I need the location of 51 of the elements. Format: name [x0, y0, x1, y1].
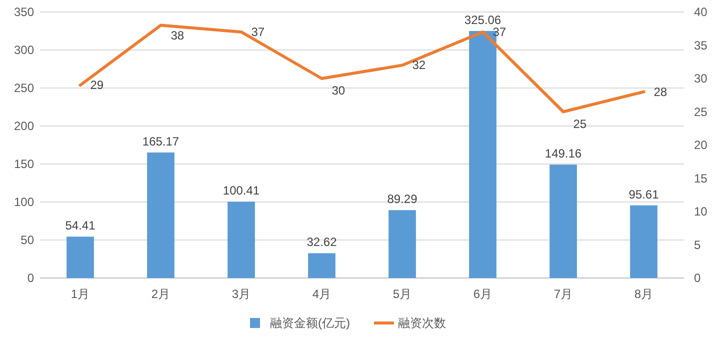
x-tick-label: 1月 [70, 287, 90, 301]
data-label: 165.17 [142, 134, 180, 148]
x-tick-label: 5月 [392, 287, 412, 301]
line-series [78, 24, 646, 114]
bar [66, 236, 94, 278]
data-label: 149.16 [544, 146, 582, 161]
data-label: 37 [492, 24, 506, 39]
legend-label: 融资次数 [398, 316, 446, 330]
y-tick-label: 100 [14, 195, 34, 209]
bar [388, 210, 416, 278]
y-tick-label: 300 [14, 43, 34, 57]
x-tick-label: 2月 [151, 287, 170, 301]
y-tick-label: 0 [27, 271, 34, 285]
data-label: 325.06 [464, 12, 502, 27]
bar [630, 205, 658, 278]
y2-tick-label: 35 [694, 38, 708, 52]
bar [308, 253, 336, 278]
y2-tick-label: 0 [694, 271, 701, 285]
data-label: 28 [654, 84, 668, 99]
data-label: 54.41 [65, 218, 96, 233]
legend-label: 融资金额(亿元) [270, 316, 350, 330]
data-label: 30 [332, 84, 346, 98]
y-tick-label: 200 [14, 119, 34, 133]
x-tick-label: 8月 [634, 287, 654, 301]
y2-tick-label: 30 [694, 72, 708, 86]
x-tick-label: 7月 [554, 287, 573, 301]
y2-tick-label: 25 [694, 104, 708, 119]
data-label: 32 [412, 58, 426, 72]
data-label: 38 [170, 28, 184, 42]
y-tick-label: 50 [20, 233, 34, 247]
data-label: 29 [90, 78, 104, 92]
y2-tick-label: 40 [694, 5, 708, 19]
y-tick-label: 150 [14, 157, 34, 171]
x-tick-label: 4月 [312, 287, 332, 301]
data-label: 89.29 [387, 192, 418, 206]
y2-tick-label: 15 [694, 171, 708, 186]
bar [147, 152, 174, 278]
y2-tick-label: 20 [694, 138, 708, 152]
y2-tick-label: 5 [694, 238, 701, 252]
data-label: 95.61 [628, 187, 660, 202]
data-label: 32.62 [306, 235, 338, 250]
data-label: 25 [573, 116, 587, 131]
y2-tick-label: 10 [694, 204, 708, 218]
y-tick-label: 350 [14, 5, 34, 19]
bar [228, 202, 255, 278]
data-label: 37 [251, 24, 265, 39]
bar [550, 164, 577, 278]
x-tick-label: 3月 [232, 287, 251, 301]
x-tick-label: 6月 [473, 287, 492, 301]
y-tick-label: 250 [14, 81, 34, 95]
data-label: 100.41 [222, 184, 260, 198]
